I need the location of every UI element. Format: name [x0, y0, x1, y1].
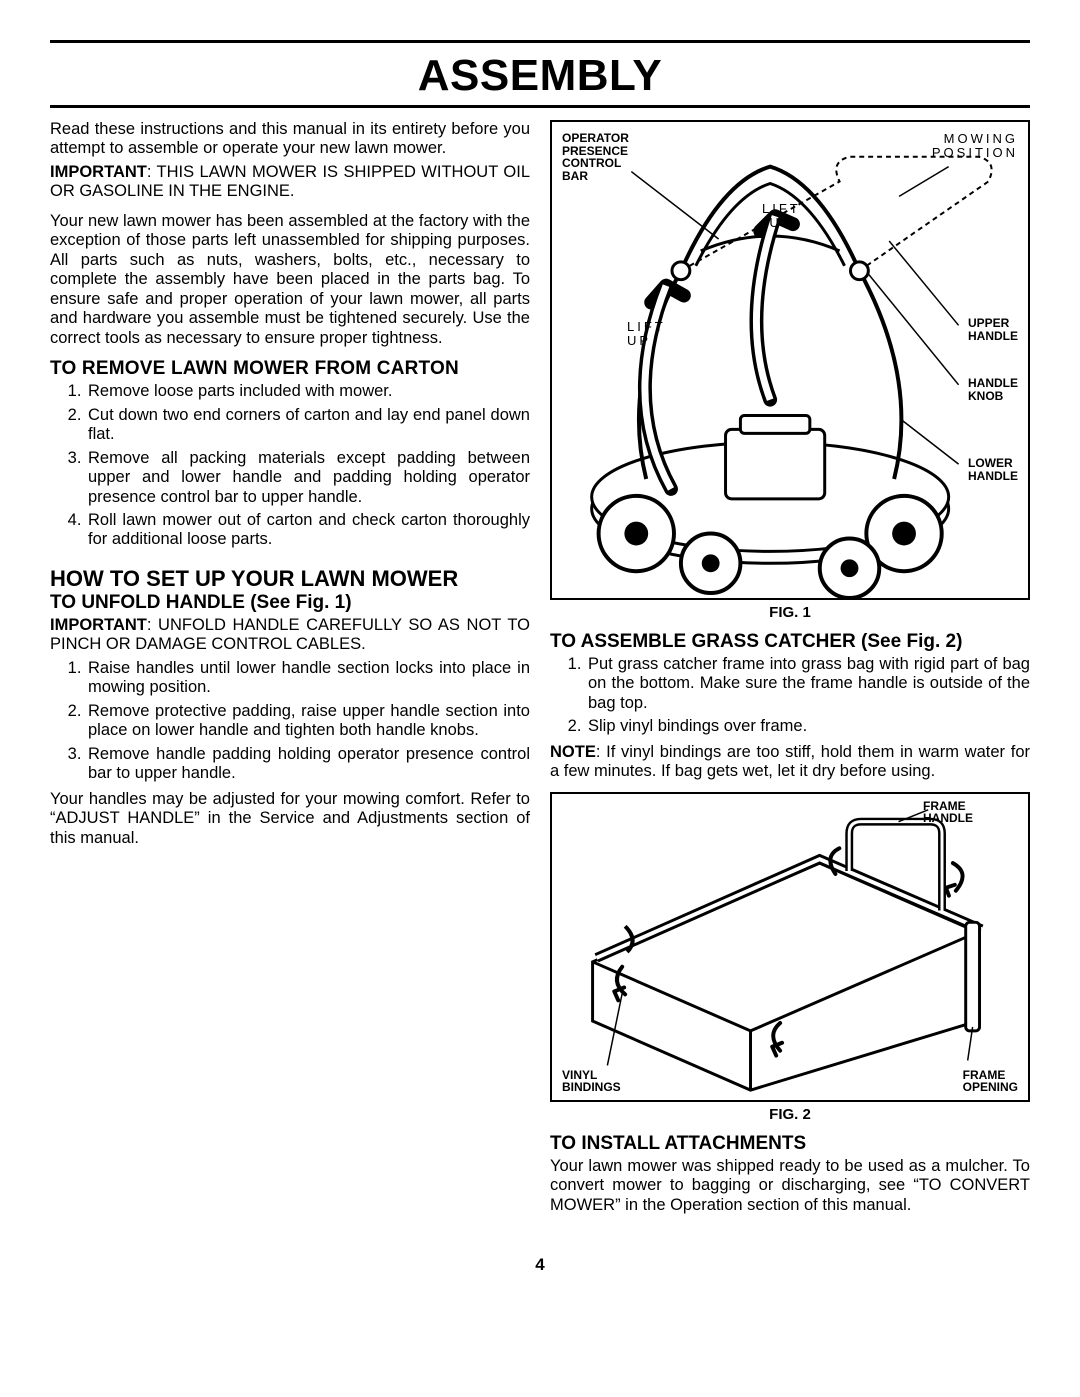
list-item: Put grass catcher frame into grass bag w… [586, 655, 1030, 713]
figure-2-box: FRAME HANDLE VINYL BINDINGS FRAME OPENIN… [550, 792, 1030, 1102]
fig1-label-opcb: OPERATOR PRESENCE CONTROL BAR [562, 132, 629, 182]
fig1-label-mowing: MOWING POSITION [932, 132, 1018, 159]
grass-catcher-list: Put grass catcher frame into grass bag w… [550, 655, 1030, 737]
figure-1-box: OPERATOR PRESENCE CONTROL BAR MOWING POS… [550, 120, 1030, 600]
intro-paragraph: Read these instructions and this manual … [50, 120, 530, 159]
page-number: 4 [50, 1255, 1030, 1275]
fig1-label-liftup1: LIFT UP [762, 202, 801, 229]
install-attachments-body: Your lawn mower was shipped ready to be … [550, 1157, 1030, 1215]
unfold-list: Raise handles until lower handle section… [50, 659, 530, 784]
fig2-label-frame-handle: FRAME HANDLE [923, 800, 973, 825]
figure-1-illustration [552, 122, 1028, 598]
figure-1-caption: FIG. 1 [550, 604, 1030, 621]
list-item: Slip vinyl bindings over frame. [586, 717, 1030, 736]
important-label: IMPORTANT [50, 616, 147, 634]
fig2-label-vinyl: VINYL BINDINGS [562, 1069, 621, 1094]
fig2-label-frame-opening: FRAME OPENING [963, 1069, 1018, 1094]
figure-2-caption: FIG. 2 [550, 1106, 1030, 1123]
list-item: Raise handles until lower handle section… [86, 659, 530, 698]
two-column-layout: Read these instructions and this manual … [50, 120, 1030, 1225]
unfold-heading: TO UNFOLD HANDLE (See Fig. 1) [50, 592, 530, 614]
important-unfold-warning: IMPORTANT: UNFOLD HANDLE CAREFULLY SO AS… [50, 616, 530, 655]
factory-paragraph: Your new lawn mower has been assembled a… [50, 212, 530, 348]
install-attachments-heading: TO INSTALL ATTACHMENTS [550, 1133, 1030, 1155]
list-item: Remove handle padding holding operator p… [86, 745, 530, 784]
setup-heading: HOW TO SET UP YOUR LAWN MOWER [50, 566, 530, 592]
important-oil-warning: IMPORTANT: THIS LAWN MOWER IS SHIPPED WI… [50, 163, 530, 202]
list-item: Roll lawn mower out of carton and check … [86, 511, 530, 550]
page-title: ASSEMBLY [50, 40, 1030, 108]
vinyl-note: NOTE: If vinyl bindings are too stiff, h… [550, 743, 1030, 782]
list-item: Remove loose parts included with mower. [86, 382, 530, 401]
list-item: Cut down two end corners of carton and l… [86, 406, 530, 445]
figure-2-illustration [552, 794, 1028, 1100]
list-item: Remove protective padding, raise upper h… [86, 702, 530, 741]
grass-catcher-heading: TO ASSEMBLE GRASS CATCHER (See Fig. 2) [550, 631, 1030, 653]
remove-carton-list: Remove loose parts included with mower. … [50, 382, 530, 550]
remove-carton-heading: TO REMOVE LAWN MOWER FROM CARTON [50, 358, 530, 380]
note-label: NOTE [550, 743, 596, 761]
fig1-label-knob: HANDLE KNOB [968, 377, 1018, 402]
adjust-note: Your handles may be adjusted for your mo… [50, 790, 530, 848]
important-label: IMPORTANT [50, 163, 147, 181]
fig1-label-upper: UPPER HANDLE [968, 317, 1018, 342]
list-item: Remove all packing materials except padd… [86, 449, 530, 507]
note-text: : If vinyl bindings are too stiff, hold … [550, 743, 1030, 780]
left-column: Read these instructions and this manual … [50, 120, 530, 1225]
right-column: OPERATOR PRESENCE CONTROL BAR MOWING POS… [550, 120, 1030, 1225]
fig1-label-lower: LOWER HANDLE [968, 457, 1018, 482]
fig1-label-liftup2: LIFT UP [627, 320, 666, 347]
